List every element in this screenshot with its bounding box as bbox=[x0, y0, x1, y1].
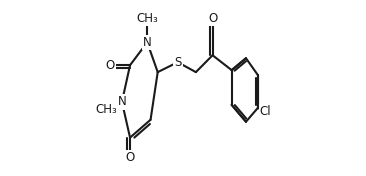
Text: N: N bbox=[143, 36, 152, 49]
Text: O: O bbox=[105, 59, 115, 72]
Text: O: O bbox=[208, 12, 217, 25]
Text: Cl: Cl bbox=[260, 105, 271, 118]
Text: S: S bbox=[174, 56, 182, 69]
Text: CH₃: CH₃ bbox=[137, 12, 158, 25]
Text: N: N bbox=[117, 95, 126, 108]
Text: O: O bbox=[126, 151, 135, 164]
Text: CH₃: CH₃ bbox=[95, 103, 117, 116]
